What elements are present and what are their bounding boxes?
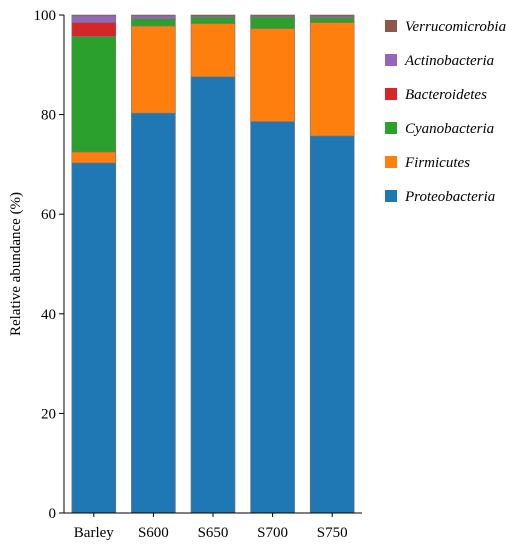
y-axis-title: Relative abundance (%) bbox=[8, 192, 24, 336]
legend-swatch-verrucomicrobia bbox=[385, 20, 397, 32]
legend-swatch-proteobacteria bbox=[385, 190, 397, 202]
legend-swatch-firmicutes bbox=[385, 156, 397, 168]
legend-swatch-cyanobacteria bbox=[385, 122, 397, 134]
plot-area: Barley S600 S650 S700 S750 0 20 40 60 80 100 bbox=[34, 8, 362, 541]
x-tick-label-s700: S700 bbox=[257, 525, 288, 541]
bar-segment-barley-bacteroidetes bbox=[71, 22, 117, 37]
legend-label-bacteroidetes: Bacteroidetes bbox=[405, 87, 487, 103]
bar-segment-s700-cyanobacteria bbox=[250, 17, 295, 29]
bar-segment-s600-verrucomicrobia bbox=[131, 14, 176, 17]
bar-segment-barley-verrucomicrobia bbox=[71, 14, 117, 17]
bar-segment-s700-verrucomicrobia bbox=[250, 14, 295, 17]
legend-swatch-actinobacteria bbox=[385, 54, 397, 66]
legend-swatch-bacteroidetes bbox=[385, 88, 397, 100]
bar-segment-s750-verrucomicrobia bbox=[309, 14, 355, 17]
legend: Verrucomicrobia Actinobacteria Bacteroidet… bbox=[385, 19, 506, 205]
x-tick-label-s600: S600 bbox=[138, 525, 169, 541]
bar-segment-s700-firmicutes bbox=[250, 28, 295, 122]
bar-segment-s600-proteobacteria bbox=[131, 112, 176, 514]
x-tick-label-s750: S750 bbox=[317, 525, 348, 541]
y-tick-label-40: 40 bbox=[41, 307, 56, 323]
bar-segment-s600-firmicutes bbox=[131, 25, 176, 114]
bar-segment-barley-proteobacteria bbox=[71, 162, 117, 514]
bar-segment-barley-cyanobacteria bbox=[71, 36, 117, 153]
bar-segment-s600-actinobacteria bbox=[131, 15, 176, 19]
x-tick-label-s650: S650 bbox=[198, 525, 229, 541]
legend-label-actinobacteria: Actinobacteria bbox=[404, 53, 494, 69]
legend-label-firmicutes: Firmicutes bbox=[404, 155, 470, 171]
legend-label-proteobacteria: Proteobacteria bbox=[404, 189, 495, 205]
bar-segment-s650-firmicutes bbox=[190, 23, 236, 78]
bar-segment-s750-firmicutes bbox=[309, 22, 355, 137]
bar-segment-s700-proteobacteria bbox=[250, 121, 295, 514]
y-tick-label-20: 20 bbox=[41, 406, 56, 422]
y-tick-label-0: 0 bbox=[49, 506, 57, 522]
bar-segment-s650-verrucomicrobia bbox=[190, 14, 236, 17]
bar-segment-s650-proteobacteria bbox=[190, 76, 236, 514]
y-tick-label-80: 80 bbox=[41, 108, 56, 124]
y-tick-label-60: 60 bbox=[41, 207, 56, 223]
bar-segment-s600-cyanobacteria bbox=[131, 18, 176, 27]
bar-segment-s650-cyanobacteria bbox=[190, 17, 236, 24]
bar-segment-barley-actinobacteria bbox=[71, 15, 117, 23]
legend-label-cyanobacteria: Cyanobacteria bbox=[405, 121, 494, 137]
bar-segment-s750-proteobacteria bbox=[309, 135, 355, 514]
y-tick-label-100: 100 bbox=[34, 8, 57, 24]
bar-segment-barley-firmicutes bbox=[71, 151, 117, 164]
x-tick-label-barley: Barley bbox=[74, 525, 114, 541]
bar-segment-s750-cyanobacteria bbox=[309, 17, 355, 23]
legend-label-verrucomicrobia: Verrucomicrobia bbox=[405, 19, 506, 35]
